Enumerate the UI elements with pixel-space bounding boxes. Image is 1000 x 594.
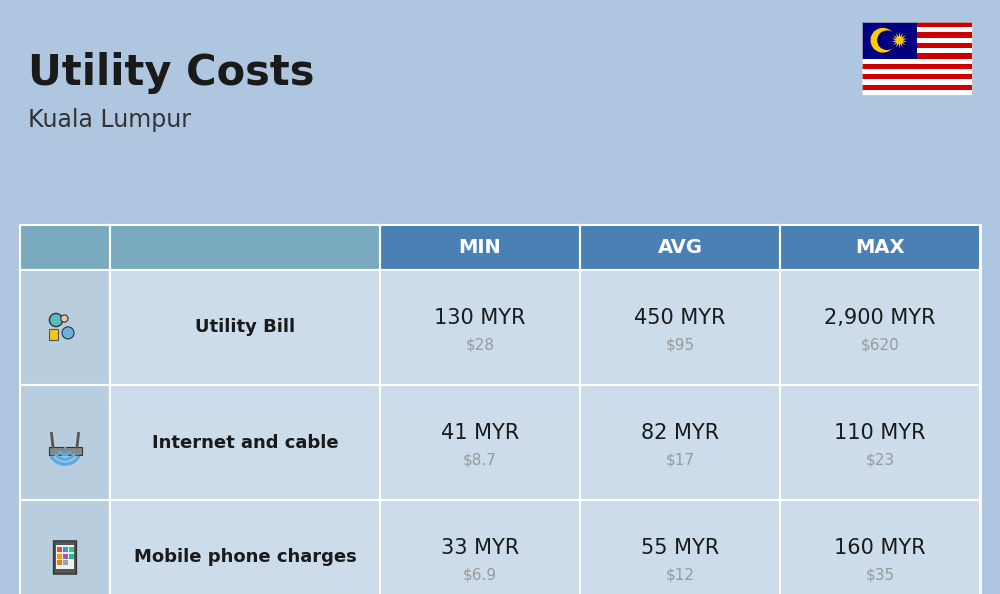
Text: 110 MYR: 110 MYR [834, 424, 926, 443]
Text: 130 MYR: 130 MYR [434, 308, 526, 328]
Text: 450 MYR: 450 MYR [634, 308, 726, 328]
Bar [862, 74, 972, 80]
Text: AVG: AVG [658, 238, 702, 257]
Text: 33 MYR: 33 MYR [441, 538, 519, 558]
Text: $8.7: $8.7 [463, 452, 497, 467]
Text: Utility Costs: Utility Costs [28, 52, 314, 94]
Bar [580, 385, 780, 500]
Bar [862, 69, 972, 74]
Text: $23: $23 [865, 452, 895, 467]
Bar [862, 33, 972, 37]
Bar [862, 22, 972, 27]
Bar [56, 545, 74, 569]
Text: Kuala Lumpur: Kuala Lumpur [28, 108, 191, 132]
Text: MAX: MAX [855, 238, 905, 257]
Bar [862, 48, 972, 53]
Text: MIN: MIN [459, 238, 501, 257]
Bar [580, 270, 780, 385]
Bar [380, 225, 580, 270]
Bar [862, 80, 972, 84]
Bar [580, 500, 780, 594]
Bar [780, 270, 980, 385]
Circle shape [878, 31, 896, 49]
Bar [57, 560, 62, 565]
Text: 41 MYR: 41 MYR [441, 424, 519, 443]
Text: 160 MYR: 160 MYR [834, 538, 926, 558]
Bar [20, 500, 110, 594]
Bar [20, 385, 110, 500]
Text: 82 MYR: 82 MYR [641, 424, 719, 443]
Text: 2,900 MYR: 2,900 MYR [824, 308, 936, 328]
Bar [69, 554, 74, 559]
Text: $17: $17 [666, 452, 694, 467]
Circle shape [64, 447, 66, 449]
Bar [63, 554, 68, 559]
Bar [63, 560, 68, 565]
Bar [20, 225, 110, 270]
Text: $6.9: $6.9 [463, 567, 497, 582]
FancyBboxPatch shape [54, 541, 76, 574]
Bar [380, 270, 580, 385]
Text: 55 MYR: 55 MYR [641, 538, 719, 558]
Bar [862, 90, 972, 95]
Text: Utility Bill: Utility Bill [195, 318, 295, 336]
Bar [110, 385, 380, 500]
Bar [862, 43, 972, 48]
Bar [48, 447, 82, 454]
Bar [780, 385, 980, 500]
Bar [49, 329, 58, 340]
Bar [20, 225, 980, 594]
Bar [862, 22, 917, 58]
Circle shape [61, 315, 68, 322]
Bar [780, 500, 980, 594]
Circle shape [62, 327, 74, 339]
Text: Mobile phone charges: Mobile phone charges [134, 548, 356, 567]
Bar [110, 270, 380, 385]
Bar [380, 385, 580, 500]
Bar [862, 53, 972, 58]
Bar [862, 22, 972, 95]
Bar [580, 225, 780, 270]
Bar [862, 58, 972, 64]
Bar [63, 547, 68, 552]
Text: Internet and cable: Internet and cable [152, 434, 338, 451]
Bar [862, 37, 972, 43]
Bar [862, 27, 972, 33]
Bar [57, 547, 62, 552]
Bar [69, 547, 74, 552]
Bar [110, 500, 380, 594]
Bar [380, 500, 580, 594]
Text: $28: $28 [466, 337, 494, 352]
Bar [862, 84, 972, 90]
Bar [20, 270, 110, 385]
Polygon shape [892, 32, 907, 48]
Text: $620: $620 [861, 337, 899, 352]
Bar [110, 225, 380, 270]
Bar [862, 64, 972, 69]
Bar [780, 225, 980, 270]
Text: $35: $35 [865, 567, 895, 582]
Bar [57, 554, 62, 559]
Circle shape [871, 29, 895, 52]
Circle shape [49, 314, 63, 327]
Text: $95: $95 [665, 337, 695, 352]
Text: $12: $12 [666, 567, 694, 582]
